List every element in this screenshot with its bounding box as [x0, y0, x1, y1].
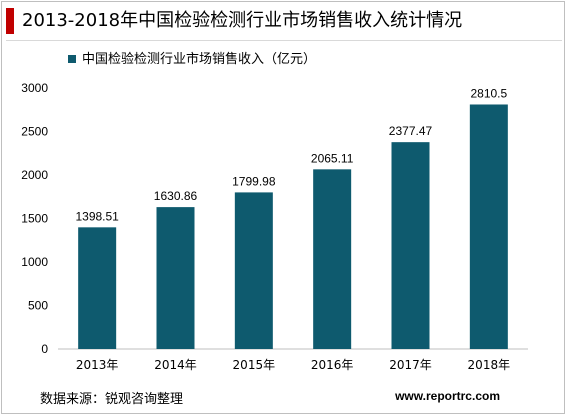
data-label: 2065.11	[311, 151, 354, 165]
bar	[391, 142, 430, 349]
data-label: 1398.51	[75, 209, 119, 223]
bar	[156, 207, 195, 349]
data-label: 1630.86	[154, 189, 198, 203]
legend-label: 中国检验检测行业市场销售收入（亿元）	[82, 52, 317, 67]
y-tick-label: 0	[41, 342, 48, 356]
y-tick-label: 500	[28, 299, 48, 313]
bar	[78, 227, 117, 349]
x-tick-label: 2014年	[154, 358, 197, 372]
y-tick-label: 3000	[21, 81, 48, 95]
y-tick-label: 1500	[21, 212, 48, 226]
x-tick-label: 2018年	[468, 358, 511, 372]
bar	[313, 169, 352, 349]
y-tick-label: 2500	[21, 125, 48, 139]
chart-title: 2013-2018年中国检验检测行业市场销售收入统计情况	[22, 10, 463, 31]
title-divider	[6, 40, 562, 41]
data-label: 1799.98	[232, 174, 276, 188]
data-source: 数据来源：锐观咨询整理	[40, 392, 184, 407]
bar	[234, 192, 273, 349]
title-accent-bar	[6, 8, 14, 34]
legend-swatch	[68, 54, 76, 63]
x-tick-label: 2015年	[233, 358, 276, 372]
x-tick-label: 2016年	[311, 358, 354, 372]
legend: 中国检验检测行业市场销售收入（亿元）	[68, 52, 316, 68]
data-label: 2810.5	[470, 86, 507, 100]
website-url: www.reportrc.com	[395, 389, 500, 403]
bar	[469, 104, 508, 349]
x-tick-label: 2013年	[76, 358, 119, 372]
data-label: 2377.47	[389, 124, 433, 138]
x-tick-label: 2017年	[389, 358, 432, 372]
y-tick-label: 2000	[21, 168, 48, 182]
y-tick-label: 1000	[21, 255, 48, 269]
